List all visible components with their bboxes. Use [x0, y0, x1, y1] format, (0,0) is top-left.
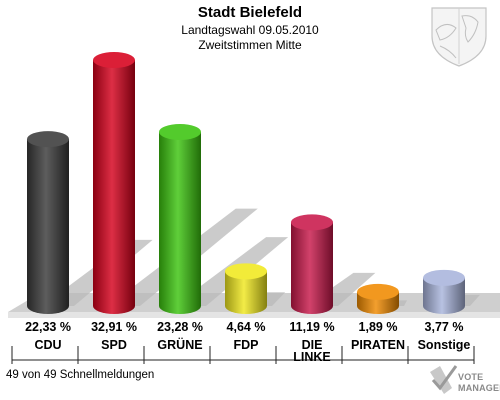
bar-top [159, 123, 201, 140]
value-label: 1,89 % [359, 320, 398, 334]
bar-body [159, 131, 201, 314]
category-label: GRÜNE [157, 337, 202, 352]
bar-top [93, 52, 135, 68]
bar-body [423, 277, 465, 314]
chart-title: Stadt Bielefeld [198, 4, 302, 21]
logo-line-1: VOTE [458, 372, 483, 382]
category-label: DIE [302, 338, 323, 352]
bar-grüne [159, 123, 201, 314]
bar-top [291, 214, 333, 231]
bar-body [291, 222, 333, 314]
category-label: Sonstige [418, 338, 471, 352]
logo-line-2: MANAGER [458, 383, 500, 393]
bar-piraten [357, 283, 399, 314]
value-label: 11,19 % [289, 320, 334, 334]
bar-die-linke [291, 214, 333, 314]
bar-top [357, 283, 399, 300]
ballot-check-icon [430, 365, 458, 394]
chart-subtitle-line-2: Zweitstimmen Mitte [198, 38, 302, 52]
footer-status: 49 von 49 Schnellmeldungen [6, 369, 154, 381]
vote-manager-logo: VOTE MANAGER [430, 365, 500, 394]
category-label: SPD [101, 338, 127, 352]
bar-spd [93, 52, 135, 314]
value-label: 23,28 % [157, 320, 203, 334]
bar-top [423, 269, 465, 286]
coat-of-arms-icon [431, 7, 487, 67]
bar-body [93, 60, 135, 314]
category-label: PIRATEN [351, 338, 405, 352]
value-label: 32,91 % [91, 320, 137, 334]
category-label: CDU [34, 338, 61, 352]
value-label: 4,64 % [227, 320, 266, 334]
value-label: 22,33 % [25, 320, 71, 334]
bar-top [27, 131, 69, 148]
bar-top [225, 263, 267, 280]
bar-body [27, 139, 69, 314]
chart-subtitle-line-1: Landtagswahl 09.05.2010 [181, 23, 319, 37]
bar-cdu [27, 131, 69, 314]
category-label: FDP [234, 338, 259, 352]
value-label: 3,77 % [425, 320, 464, 334]
bar-fdp [225, 263, 267, 314]
bar-sonstige [423, 269, 465, 314]
chart-floor-edge [8, 312, 500, 318]
bar-body [225, 271, 267, 314]
category-label: LINKE [293, 350, 331, 364]
